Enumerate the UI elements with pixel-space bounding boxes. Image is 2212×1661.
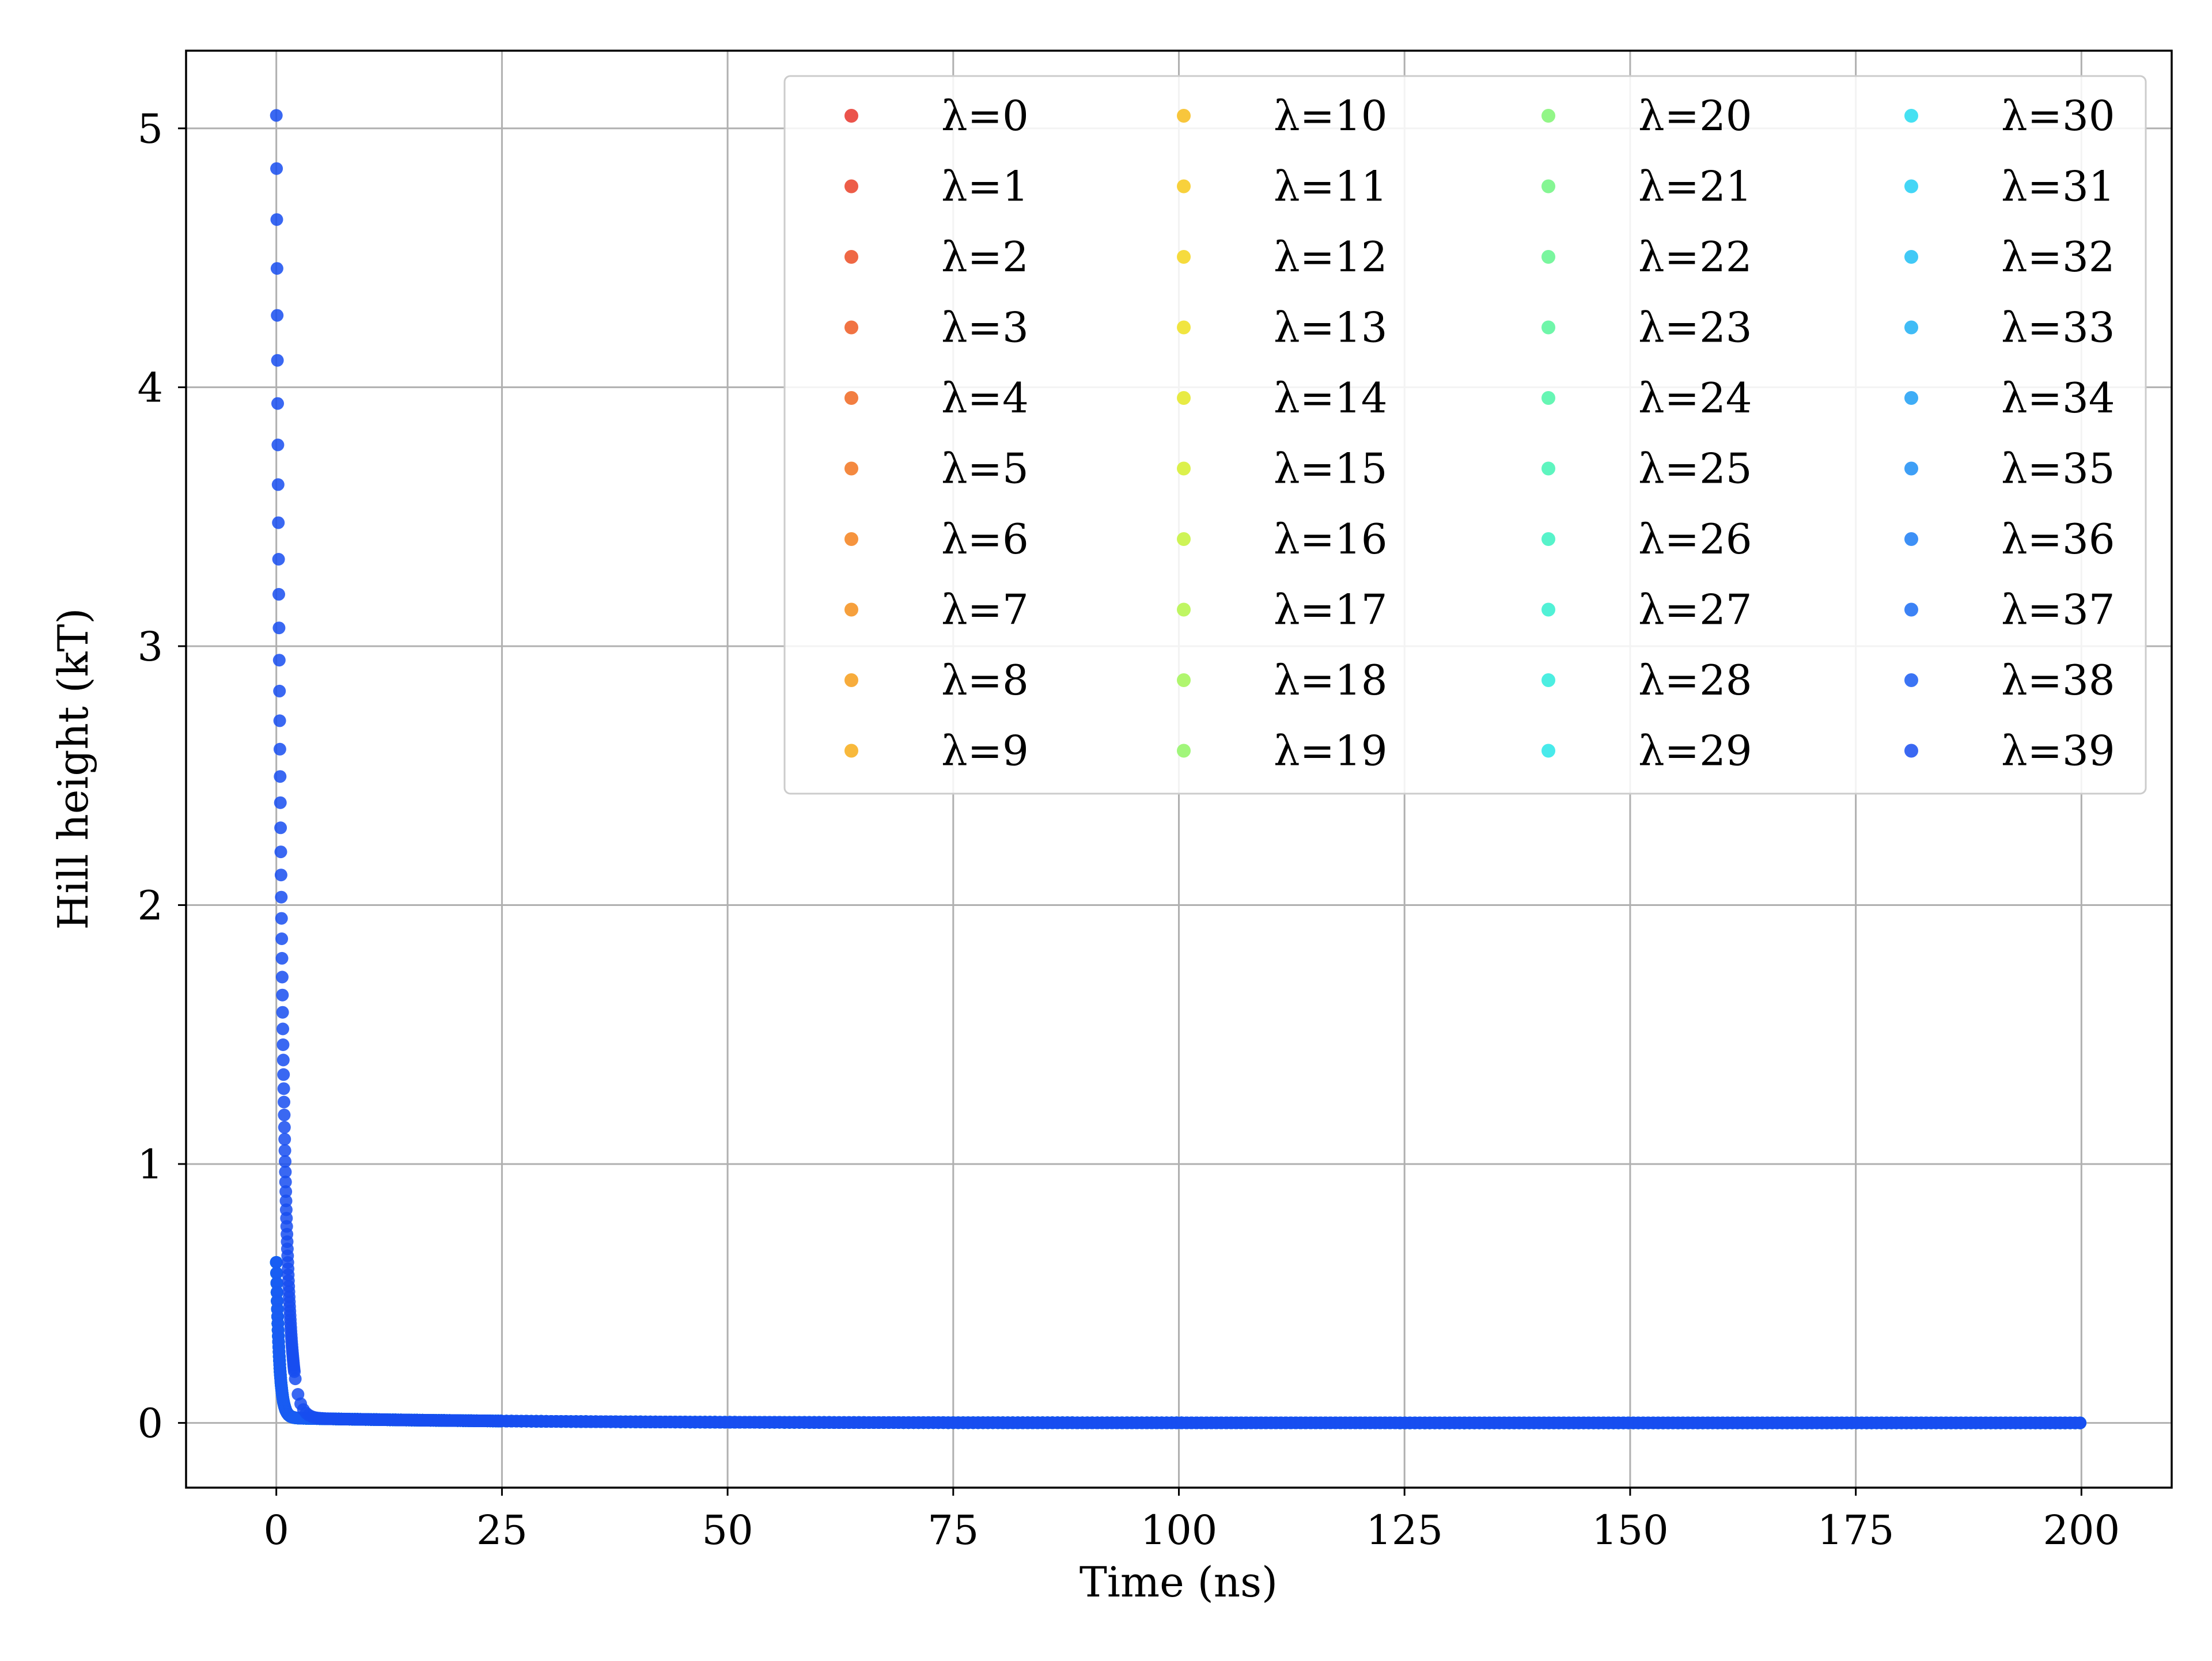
chart-svg: 0255075100125150175200012345 Time (ns) H…: [0, 0, 2212, 1659]
chart-figure: 0255075100125150175200012345 Time (ns) H…: [0, 0, 2212, 1659]
